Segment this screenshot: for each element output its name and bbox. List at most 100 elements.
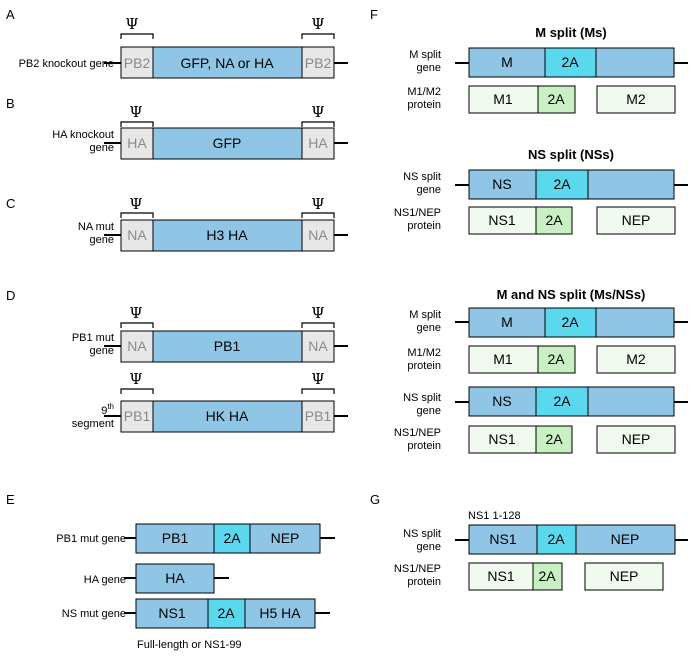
- psi-bracket-icon: [301, 212, 335, 218]
- gene-label-line2: gene: [417, 541, 441, 553]
- segment-label: NEP: [611, 531, 640, 547]
- gene-label-line1: NS split: [403, 171, 441, 183]
- utr-left-box: [120, 219, 154, 252]
- protein-2a-box: [537, 85, 576, 114]
- footnote: Full-length or NS1-99: [137, 639, 242, 651]
- gene-segment-box: [468, 386, 537, 417]
- cleavage-2a-box: [207, 598, 246, 629]
- segment-label: M: [501, 314, 513, 330]
- protein-label: NS1: [487, 568, 514, 584]
- gene-label-line1: PB1 mut: [72, 332, 114, 344]
- protein2-label-line1: NS1/NEP: [394, 427, 441, 439]
- protein-label: NEP: [622, 431, 651, 447]
- psi-bracket-icon: [120, 212, 154, 218]
- utr-right-label: HA: [308, 135, 328, 151]
- gene-segment-box: [575, 524, 676, 555]
- utr-left-label: NA: [127, 338, 147, 354]
- psi-label: Ψ: [129, 370, 142, 388]
- utr-right-box: [301, 400, 335, 433]
- gene-label: PB2 knockout gene: [19, 58, 114, 70]
- utr-left-box: [120, 400, 154, 433]
- utr-right-box: [301, 127, 335, 160]
- protein-2a-box: [535, 206, 573, 235]
- cleavage-2a-box: [544, 47, 597, 78]
- segment-label: M: [501, 54, 513, 70]
- segment-ordinal-superscript: th: [107, 402, 114, 411]
- segment-label: PB1: [162, 530, 189, 546]
- gene-segment-box: [468, 524, 538, 555]
- segment-number: 9: [101, 405, 107, 417]
- panel-letter-c: C: [6, 196, 15, 211]
- panel-e: E PB1 mut gene PB1 2A NEP HA gene HA NS …: [6, 492, 335, 651]
- protein-label: 2A: [547, 351, 565, 367]
- protein-2a-box: [532, 562, 563, 591]
- segment-label: 2A: [223, 530, 241, 546]
- panel-a: A Ψ Ψ PB2 knockout gene PB2 GFP, NA or H…: [6, 7, 348, 79]
- gene-label: HA gene: [84, 574, 126, 586]
- psi-bracket-icon: [120, 121, 154, 127]
- coding-region-box: [152, 330, 303, 363]
- panel-letter-g: G: [370, 492, 380, 507]
- gene-label-line2: gene: [417, 62, 441, 74]
- coding-region-label: HK HA: [206, 408, 249, 424]
- gene-segment-box: [468, 47, 546, 78]
- utr-right-label: NA: [308, 338, 328, 354]
- gene-segment-box: [587, 386, 675, 417]
- segment-label: H5 HA: [259, 605, 301, 621]
- protein-label: NS1: [488, 212, 515, 228]
- utr-left-label: PB1: [124, 408, 151, 424]
- psi-label: Ψ: [129, 195, 142, 213]
- protein2-label-line2: protein: [407, 440, 441, 452]
- utr-right-box: [301, 219, 335, 252]
- psi-bracket-icon: [301, 388, 335, 394]
- protein-label: M1: [493, 351, 513, 367]
- gene-segment-box: [135, 523, 215, 554]
- protein-label-line2: protein: [407, 360, 441, 372]
- coding-region-label: GFP, NA or HA: [180, 55, 274, 71]
- protein-box: [596, 345, 676, 374]
- gene-label-line1: M split: [409, 49, 441, 61]
- cleavage-2a-box: [536, 524, 577, 555]
- panel-letter-d: D: [6, 288, 15, 303]
- cleavage-2a-box: [544, 307, 597, 338]
- utr-right-box: [301, 46, 335, 79]
- protein-label: M1: [493, 91, 513, 107]
- coding-region-box: [152, 219, 303, 252]
- protein-label-line1: M1/M2: [407, 347, 441, 359]
- psi-label: Ψ: [311, 370, 324, 388]
- segment-label-line2: segment: [72, 418, 114, 430]
- protein-box: [596, 206, 676, 235]
- psi-label: Ψ: [125, 15, 138, 33]
- group-title: NS split (NSs): [528, 147, 614, 162]
- group-title: M split (Ms): [535, 25, 607, 40]
- coding-region-label: GFP: [213, 135, 242, 151]
- gene-label-line1: M split: [409, 309, 441, 321]
- utr-right-label: PB1: [305, 408, 332, 424]
- protein-box: [596, 85, 676, 114]
- panel-f: F M split (Ms) M split gene M 2A M1/M2 p…: [370, 7, 688, 454]
- coding-region-label: PB1: [214, 338, 241, 354]
- gene-label-line2: gene: [417, 184, 441, 196]
- protein-label: 2A: [545, 431, 563, 447]
- protein-label: 2A: [547, 91, 565, 107]
- segment-label: 2A: [547, 531, 565, 547]
- utr-left-label: PB2: [124, 55, 151, 71]
- segment-label: 2A: [561, 54, 579, 70]
- protein-2a-box: [535, 425, 573, 454]
- gene-label-line1: HA knockout: [52, 129, 114, 141]
- segment-label: NS1: [158, 605, 185, 621]
- protein-2a-box: [537, 345, 576, 374]
- segment-label: NEP: [271, 530, 300, 546]
- cleavage-2a-box: [535, 169, 589, 200]
- gene-label: NS mut gene: [62, 608, 126, 620]
- panel-g: G NS1 1-128 NS split gene NS1 2A NEP NS1…: [370, 492, 688, 591]
- psi-bracket-icon: [120, 322, 154, 328]
- gene-label-line1: NA mut: [78, 221, 114, 233]
- gene-segment-box: [135, 563, 215, 594]
- group-title: M and NS split (Ms/NSs): [497, 287, 646, 302]
- psi-label: Ψ: [311, 15, 324, 33]
- protein-label: M2: [626, 91, 646, 107]
- protein-label: 2A: [545, 212, 563, 228]
- gene-label-line2: gene: [417, 322, 441, 334]
